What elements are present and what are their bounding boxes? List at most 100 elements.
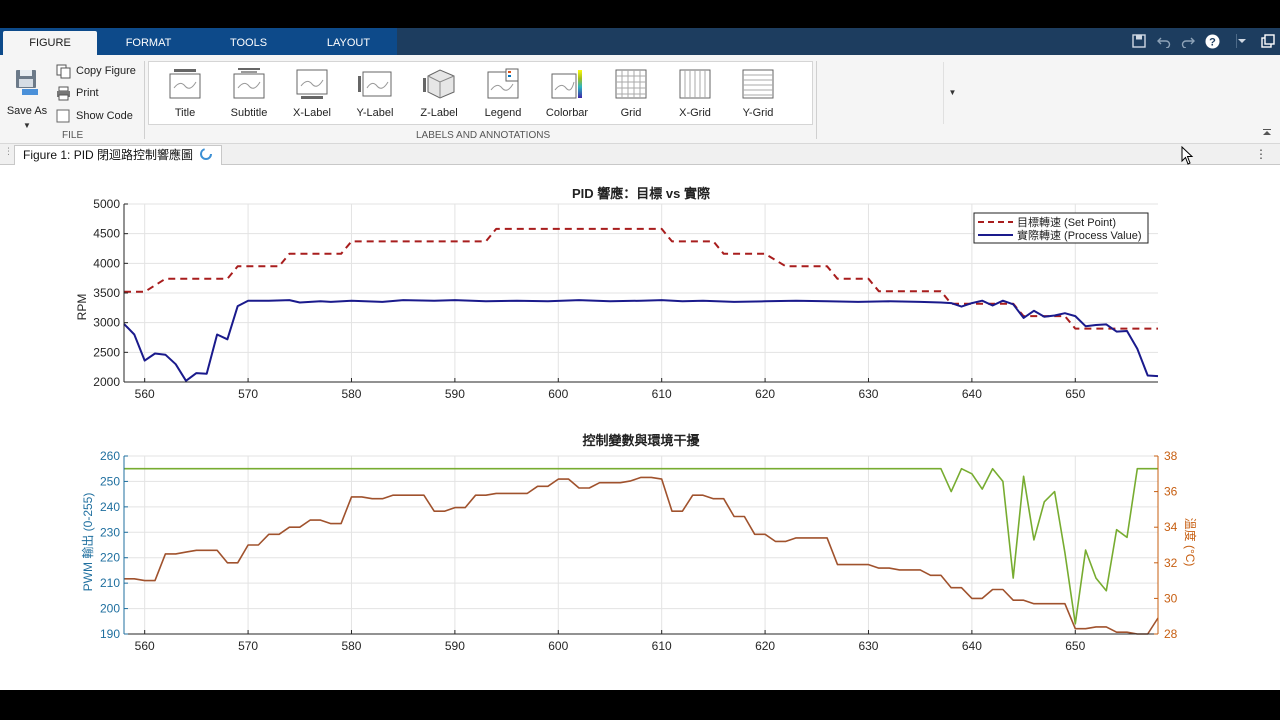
- file-section-caption: FILE: [62, 130, 84, 141]
- undo-icon[interactable]: [1156, 34, 1172, 50]
- y-label-label: Y-Label: [356, 107, 394, 119]
- z-label-button[interactable]: Z-Label: [409, 62, 469, 124]
- x-label-button[interactable]: X-Label: [282, 62, 342, 124]
- x-tick-label: 640: [962, 387, 982, 401]
- grid-button[interactable]: Grid: [601, 62, 661, 124]
- x-tick-label: 630: [858, 639, 878, 653]
- y2-tick-label: 28: [1164, 627, 1178, 641]
- dropdown-icon[interactable]: [1234, 34, 1250, 50]
- help-icon[interactable]: ?: [1204, 34, 1220, 50]
- subtitle-label: Subtitle: [230, 107, 268, 119]
- legend-label: Legend: [484, 107, 522, 119]
- y-tick-label: 210: [100, 576, 120, 590]
- x-tick-label: 650: [1065, 387, 1085, 401]
- y-tick-label: 250: [100, 474, 120, 488]
- figure-tab-strip: ⋮ Figure 1: PID 閉迴路控制響應圖 ⋮: [0, 144, 1280, 165]
- y2-axis-label: 溫度 (°C): [1183, 518, 1198, 567]
- labels-section-caption: LABELS AND ANNOTATIONS: [416, 130, 551, 141]
- y-label-icon: [358, 71, 392, 97]
- save-icon[interactable]: [1131, 34, 1147, 50]
- title-icon: [169, 69, 201, 99]
- x-tick-label: 590: [445, 639, 465, 653]
- legend-entry-setpoint: 目標轉速 (Set Point): [1017, 215, 1116, 229]
- y-tick-label: 4000: [93, 256, 120, 270]
- y-axis-label: PWM 輸出 (0-255): [80, 493, 95, 592]
- y2-tick-label: 34: [1164, 520, 1178, 534]
- temperature-series-line[interactable]: [124, 476, 1159, 635]
- redo-icon[interactable]: [1180, 34, 1196, 50]
- copy-icon: [56, 64, 71, 79]
- tab-layout[interactable]: LAYOUT: [326, 37, 371, 49]
- x-tick-label: 610: [652, 387, 672, 401]
- save-as-dropdown-icon[interactable]: ▼: [23, 121, 31, 130]
- pwm-series-line[interactable]: [124, 467, 1158, 625]
- tab-tools[interactable]: TOOLS: [229, 37, 268, 49]
- save-as-button[interactable]: Save As ▼: [6, 65, 48, 130]
- y-grid-button[interactable]: Y-Grid: [728, 62, 788, 124]
- y-label-button[interactable]: Y-Label: [345, 62, 405, 124]
- checkbox-icon[interactable]: [56, 109, 71, 124]
- chart-title: PID 響應：目標 vs 實際: [572, 186, 711, 201]
- x-label-label: X-Label: [293, 107, 331, 119]
- subtitle-button[interactable]: Subtitle: [219, 62, 279, 124]
- z-label-icon: [423, 69, 455, 99]
- x-tick-label: 560: [135, 387, 155, 401]
- figure-tab-label: Figure 1: PID 閉迴路控制響應圖: [23, 148, 194, 162]
- svg-text:?: ?: [1209, 37, 1216, 49]
- legend[interactable]: 目標轉速 (Set Point) 實際轉速 (Process Value): [973, 212, 1149, 244]
- section-divider: [816, 61, 817, 139]
- y-tick-label: 3000: [93, 316, 120, 330]
- gallery-expand-icon[interactable]: ▼: [943, 62, 961, 124]
- y2-tick-label: 30: [1164, 591, 1178, 605]
- y-axis-label: RPM: [75, 294, 89, 321]
- legend-button[interactable]: Legend: [473, 62, 533, 124]
- x-tick-label: 620: [755, 639, 775, 653]
- collapse-ribbon-icon[interactable]: [1262, 128, 1274, 140]
- figure-document-tab[interactable]: Figure 1: PID 閉迴路控制響應圖: [14, 145, 223, 165]
- process-value-series-line[interactable]: [123, 299, 1159, 382]
- x-tick-label: 630: [858, 387, 878, 401]
- legend-entry-process: 實際轉速 (Process Value): [1017, 228, 1142, 242]
- z-label-label: Z-Label: [420, 107, 458, 119]
- rpm-chart: 560 570 580 590 600 610 620 630 640 650 2000 2500 30…: [75, 186, 1159, 401]
- setpoint-series-line[interactable]: [124, 227, 1158, 330]
- x-tick-label: 570: [238, 387, 258, 401]
- x-tick-label: 600: [548, 387, 568, 401]
- drag-handle-icon[interactable]: ⋮: [4, 146, 13, 156]
- more-options-icon[interactable]: ⋮: [1255, 147, 1267, 161]
- x-label-icon: [296, 69, 328, 99]
- labels-gallery: Title Subtitle X-Label Y-Label Z-Label L…: [148, 61, 956, 125]
- x-tick-label: 600: [548, 639, 568, 653]
- show-code-label: Show Code: [76, 110, 133, 122]
- printer-icon: [57, 86, 70, 101]
- y-tick-label: 240: [100, 500, 120, 514]
- ribbon-tab-strip: FIGURE FORMAT TOOLS LAYOUT ?: [0, 28, 1280, 57]
- tab-format[interactable]: FORMAT: [125, 37, 172, 49]
- y-tick-label: 3500: [93, 286, 120, 300]
- legend-icon: [487, 68, 519, 99]
- x-tick-label: 610: [652, 639, 672, 653]
- colorbar-button[interactable]: Colorbar: [537, 62, 597, 124]
- y2-tick-label: 36: [1164, 485, 1178, 499]
- y-grid-icon: [742, 69, 774, 99]
- grid-label: Grid: [620, 107, 642, 119]
- figure-canvas: 560 570 580 590 600 610 620 630 640 650 2000 2500 30…: [0, 165, 1280, 690]
- undock-icon[interactable]: [1260, 34, 1276, 50]
- x-grid-button[interactable]: X-Grid: [665, 62, 725, 124]
- save-as-icon: [16, 70, 38, 95]
- x-tick-label: 650: [1065, 639, 1085, 653]
- x-tick-label: 590: [445, 387, 465, 401]
- subtitle-icon: [233, 68, 265, 99]
- x-tick-label: 580: [341, 387, 361, 401]
- title-button[interactable]: Title: [155, 62, 215, 124]
- tab-strip-background: [397, 28, 1280, 55]
- x-tick-label: 580: [341, 639, 361, 653]
- y2-tick-label: 32: [1164, 556, 1178, 570]
- y-grid-label: Y-Grid: [742, 107, 774, 119]
- grid-icon: [615, 69, 647, 99]
- y-tick-label: 2000: [93, 375, 120, 389]
- x-grid-icon: [679, 69, 711, 99]
- tab-figure[interactable]: FIGURE: [3, 31, 97, 57]
- mouse-cursor-icon: [1181, 146, 1194, 165]
